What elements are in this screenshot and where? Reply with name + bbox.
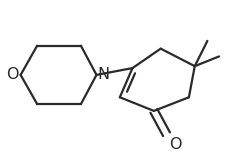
Text: O: O: [6, 67, 19, 82]
Text: O: O: [169, 137, 181, 152]
Text: N: N: [97, 67, 109, 82]
